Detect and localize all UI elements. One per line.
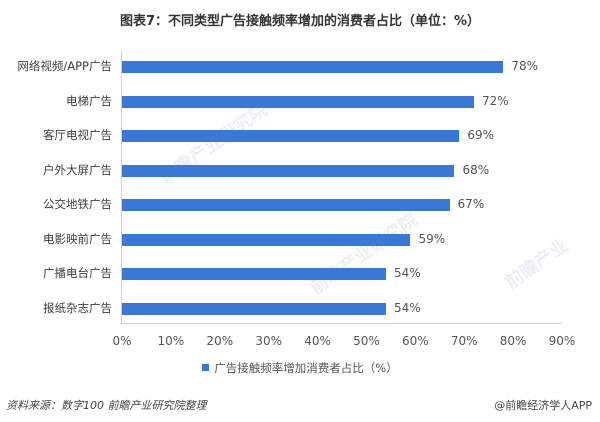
bar <box>122 268 386 280</box>
bar-row: 电梯广告 72% <box>0 93 600 108</box>
bar <box>122 61 504 73</box>
value-label: 54% <box>394 266 421 280</box>
x-tick-label: 50% <box>353 334 380 348</box>
x-tick-label: 30% <box>255 334 282 348</box>
chart-title: 图表7：不同类型广告接触频率增加的消费者占比（单位：%） <box>119 14 481 29</box>
x-tick-label: 60% <box>401 334 429 348</box>
value-label: 59% <box>418 231 446 246</box>
bar-row: 客厅电视广告 69% <box>0 128 600 142</box>
source-note: 资料来源：数字100 前瞻产业研究院整理 <box>6 399 207 412</box>
bar <box>122 233 411 246</box>
x-tick-label: 10% <box>157 334 185 348</box>
legend: 广告接触频率增加消费者占比（%） <box>0 360 600 376</box>
x-tick-label: 90% <box>548 334 576 348</box>
bar-row: 报纸杂志广告 54% <box>0 300 600 315</box>
x-tick-label: 0% <box>112 334 132 348</box>
value-label: 72% <box>482 93 509 108</box>
value-label: 78% <box>511 59 538 73</box>
bar-row: 网络视频/APP广告 78% <box>0 59 600 73</box>
bar-row: 公交地铁广告 67% <box>0 197 600 211</box>
category-label: 广播电台广告 <box>43 266 112 280</box>
category-label: 公交地铁广告 <box>43 197 112 211</box>
bar-row: 电影映前广告 59% <box>0 231 600 246</box>
legend-swatch-icon <box>202 364 210 371</box>
category-label: 电影映前广告 <box>43 231 112 246</box>
x-tick-label: 40% <box>304 334 331 348</box>
value-label: 67% <box>457 197 485 211</box>
bar <box>122 164 455 177</box>
x-tick-label: 20% <box>206 334 234 348</box>
bar <box>122 199 450 211</box>
value-label: 68% <box>462 162 490 177</box>
category-label: 客厅电视广告 <box>43 128 112 142</box>
category-label: 报纸杂志广告 <box>43 300 112 315</box>
watermark: 前瞻产业研究院 <box>306 209 422 299</box>
bar <box>122 302 386 315</box>
bar <box>122 95 474 108</box>
value-label: 54% <box>394 300 421 315</box>
x-axis-line <box>121 323 562 324</box>
credit-note: @前瞻经济学人APP <box>494 399 592 412</box>
category-label: 网络视频/APP广告 <box>17 59 112 73</box>
value-label: 69% <box>467 128 494 142</box>
y-axis-line <box>121 50 122 324</box>
x-tick-label: 70% <box>450 334 478 348</box>
bar-row: 户外大屏广告 68% <box>0 162 600 177</box>
legend-label: 广告接触频率增加消费者占比（%） <box>214 361 398 375</box>
category-label: 电梯广告 <box>66 93 112 108</box>
bar <box>122 130 460 142</box>
category-label: 户外大屏广告 <box>43 162 112 177</box>
bar-row: 广播电台广告 54% <box>0 266 600 280</box>
x-tick-label: 80% <box>499 334 527 348</box>
